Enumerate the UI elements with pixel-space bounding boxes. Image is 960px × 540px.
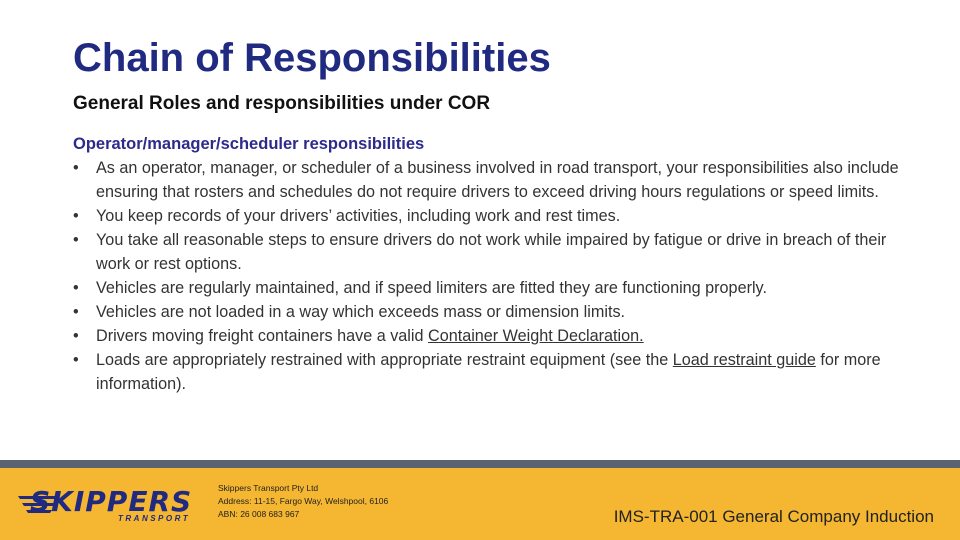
skippers-logo: SKIPPERS TRANSPORT	[16, 486, 206, 526]
list-item-text: Vehicles are regularly maintained, and i…	[96, 279, 767, 297]
list-item: • As an operator, manager, or scheduler o…	[73, 156, 903, 204]
bullet-icon: •	[73, 279, 79, 297]
bullet-icon: •	[73, 231, 79, 249]
bullet-icon: •	[73, 159, 79, 177]
list-item-text: You take all reasonable steps to ensure …	[96, 231, 887, 273]
list-item-text: Vehicles are not loaded in a way which e…	[96, 303, 626, 321]
list-item-text: You keep records of your drivers’ activi…	[96, 207, 621, 225]
company-details: Skippers Transport Pty Ltd Address: 11-1…	[218, 482, 388, 521]
responsibility-list: • As an operator, manager, or scheduler o…	[73, 156, 903, 396]
list-item: • Drivers moving freight containers have …	[73, 324, 903, 348]
bullet-icon: •	[73, 207, 79, 225]
logo-subtext: TRANSPORT	[118, 514, 191, 523]
company-abn: ABN: 26 008 683 967	[218, 509, 300, 519]
section-heading: Operator/manager/scheduler responsibilit…	[73, 135, 425, 153]
list-item: • You take all reasonable steps to ensure…	[73, 228, 903, 276]
slide-title: Chain of Responsibilities	[73, 36, 551, 80]
bullet-icon: •	[73, 351, 79, 369]
container-weight-declaration-link[interactable]: Container Weight Declaration.	[428, 327, 644, 345]
company-address: Address: 11-15, Fargo Way, Welshpool, 61…	[218, 496, 389, 506]
list-item: • Vehicles are not loaded in a way which …	[73, 300, 903, 324]
list-item: • You keep records of your drivers’ activ…	[73, 204, 903, 228]
footer-divider	[0, 460, 960, 468]
list-item-text: for more information).	[96, 351, 881, 393]
logo-wordmark: SKIPPERS	[30, 485, 193, 518]
list-item: • Loads are appropriately restrained with…	[73, 348, 903, 396]
footer-bar: SKIPPERS TRANSPORT Skippers Transport Pt…	[0, 468, 960, 540]
swoosh-icon	[18, 496, 60, 513]
list-item: • Vehicles are regularly maintained, and …	[73, 276, 903, 300]
company-name: Skippers Transport Pty Ltd	[218, 483, 319, 493]
list-item-text: As an operator, manager, or scheduler of…	[96, 159, 899, 201]
load-restraint-guide-link[interactable]: Load restraint guide	[672, 351, 816, 369]
bullet-icon: •	[73, 303, 79, 321]
bullet-icon: •	[73, 327, 79, 345]
list-item-text: Drivers moving freight containers have a…	[96, 327, 428, 345]
slide-subtitle: General Roles and responsibilities under…	[73, 93, 491, 114]
list-item-text: Loads are appropriately restrained with …	[96, 351, 673, 369]
document-code: IMS-TRA-001 General Company Induction	[613, 507, 934, 526]
